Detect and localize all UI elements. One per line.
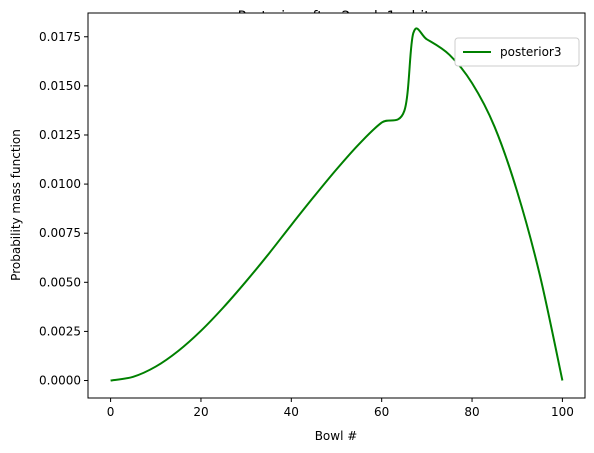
- plot-area: [88, 13, 585, 398]
- y-axis-ticks: 0.0000 0.0025 0.0050 0.0075 0.0100 0.0125 0.01…: [39, 30, 88, 388]
- y-tick-label: 0.0025: [39, 324, 81, 338]
- y-tick-label: 0.0125: [39, 128, 81, 142]
- x-tick-label: 80: [464, 405, 479, 419]
- y-tick-label: 0.0075: [39, 226, 81, 240]
- legend: posterior3: [455, 38, 579, 66]
- y-tick-label: 0.0000: [39, 374, 81, 388]
- y-tick-label: 0.0050: [39, 275, 81, 289]
- x-tick-label: 0: [107, 405, 115, 419]
- x-tick-label: 20: [193, 405, 208, 419]
- x-tick-label: 40: [284, 405, 299, 419]
- y-tick-label: 0.0100: [39, 177, 81, 191]
- x-tick-label: 60: [374, 405, 389, 419]
- y-tick-label: 0.0150: [39, 79, 81, 93]
- legend-label: posterior3: [500, 45, 561, 59]
- y-axis-label: Probability mass function: [9, 129, 23, 281]
- x-tick-label: 100: [551, 405, 574, 419]
- y-tick-label: 0.0175: [39, 30, 81, 44]
- x-axis-label: Bowl #: [315, 429, 358, 443]
- x-axis-ticks: 0 20 40 60 80 100: [107, 398, 574, 419]
